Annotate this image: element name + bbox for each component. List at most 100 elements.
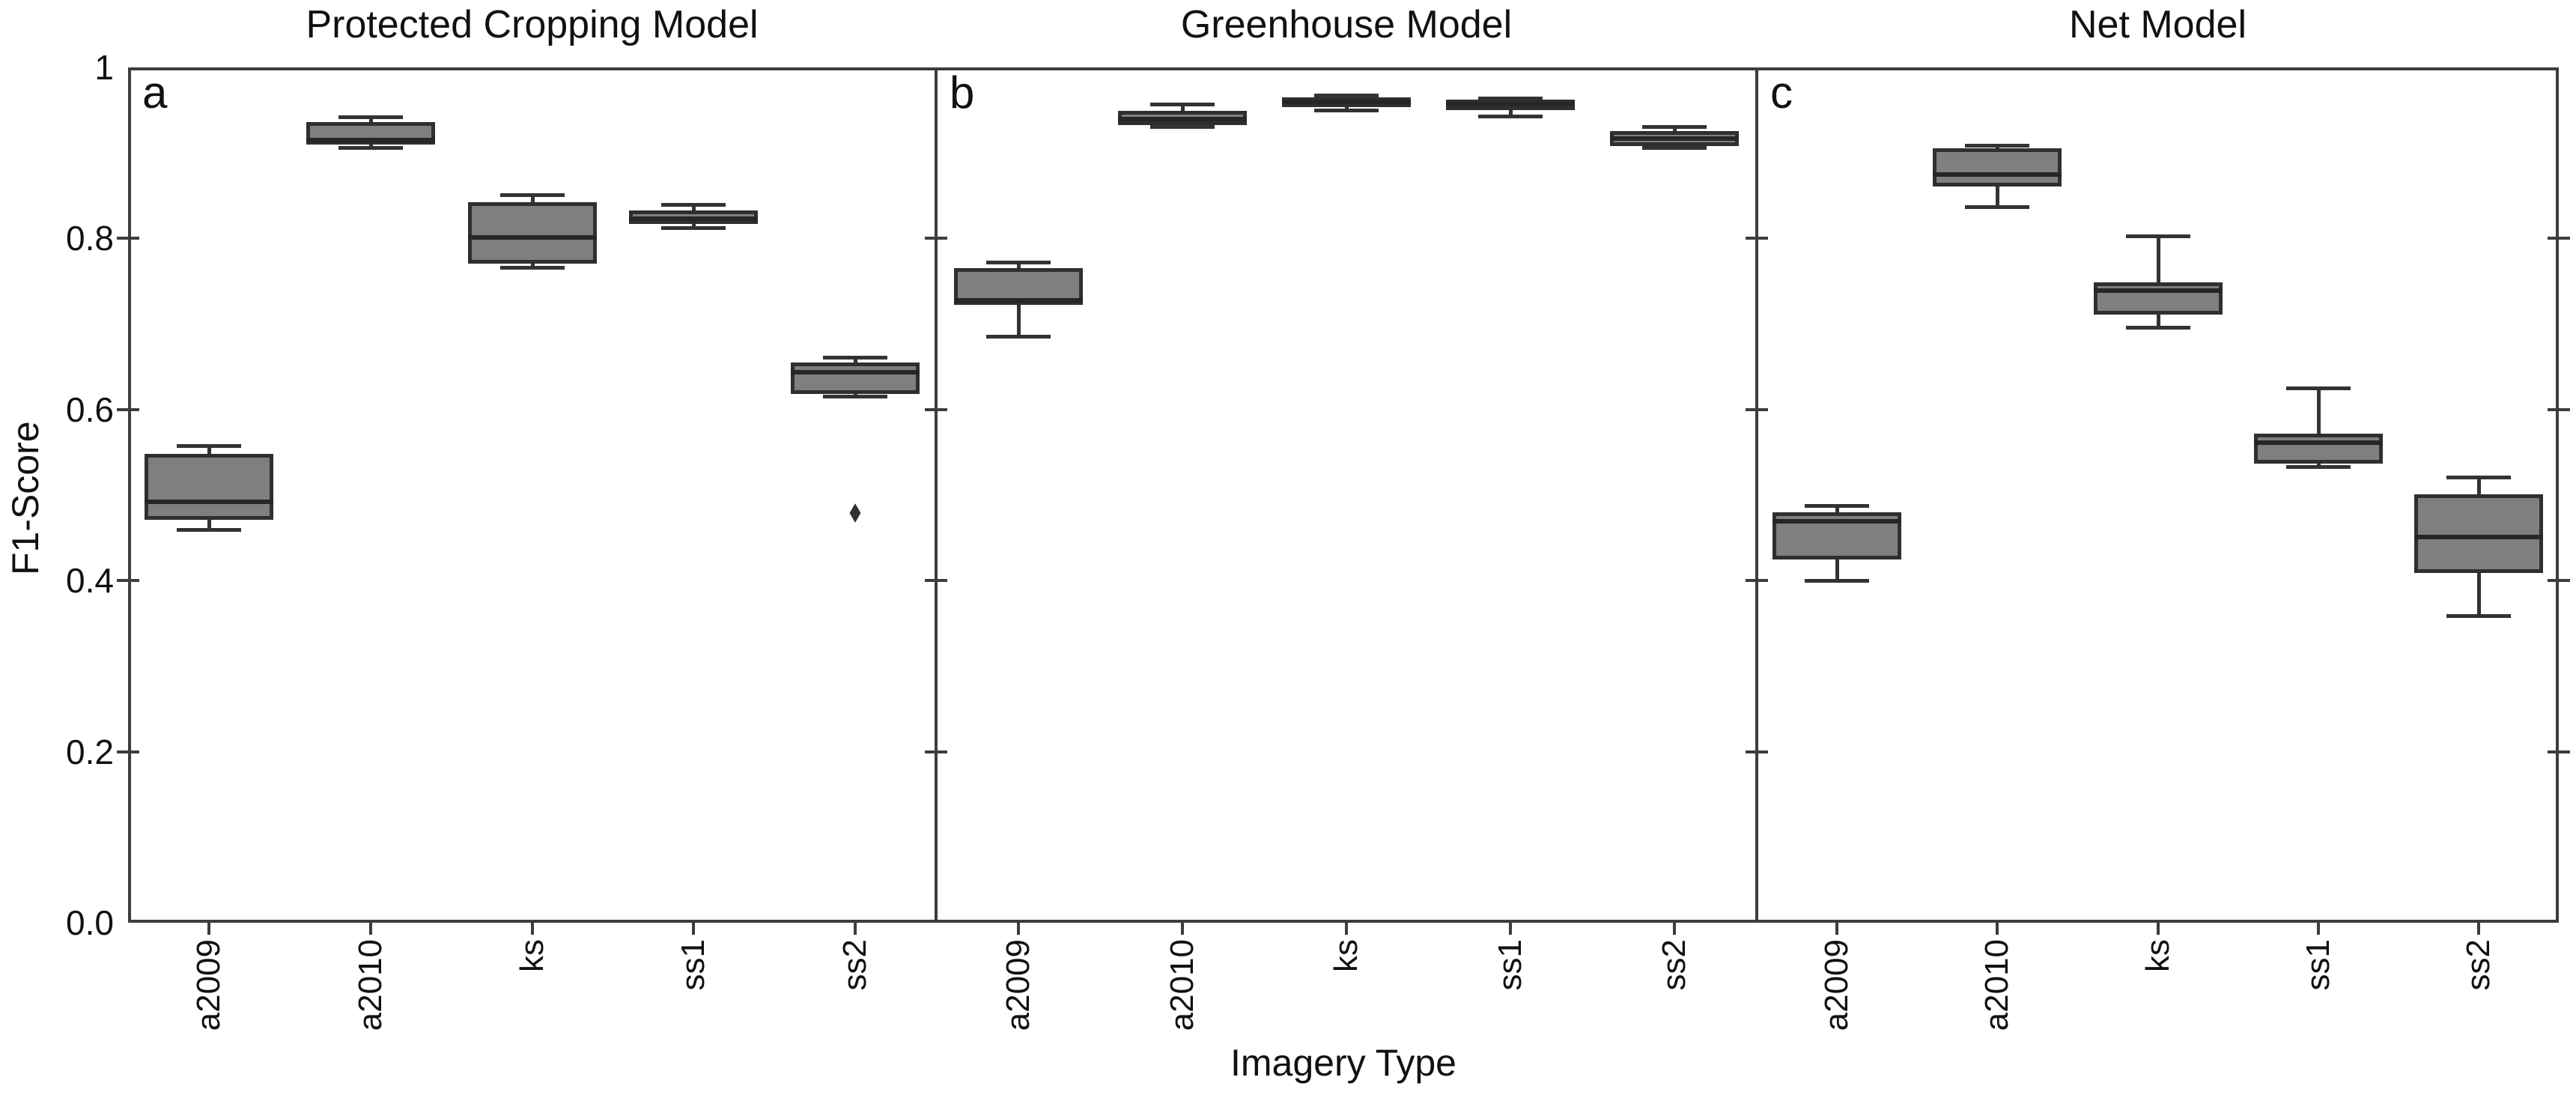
- x-tick-mark: [692, 923, 695, 935]
- lower-whisker: [1017, 305, 1021, 336]
- lower-whisker-cap: [177, 528, 241, 532]
- upper-whisker-cap: [661, 203, 726, 207]
- x-tick-mark: [207, 923, 210, 935]
- y-tick-mark: [2548, 750, 2570, 753]
- x-tick-mark: [1835, 923, 1838, 935]
- y-tick-mark: [1746, 750, 1768, 753]
- x-tick-mark: [1996, 923, 1999, 935]
- y-tick-label-0.8: 0.8: [66, 219, 114, 258]
- box-c-ks: [2094, 282, 2223, 315]
- y-tick-mark: [925, 579, 947, 582]
- y-tick-mark: [117, 408, 139, 411]
- y-tick-mark: [1746, 408, 1768, 411]
- x-tick-label-b-a2010: a2010: [1164, 939, 1200, 1031]
- median-line: [1118, 117, 1247, 121]
- box-c-ss1: [2254, 434, 2383, 464]
- upper-whisker: [2317, 388, 2321, 434]
- lower-whisker-cap: [823, 395, 887, 398]
- lower-whisker: [1996, 186, 1999, 207]
- box-a-ss2: [791, 363, 920, 394]
- lower-whisker: [531, 264, 535, 267]
- upper-whisker-cap: [177, 444, 241, 448]
- median-line: [2254, 440, 2383, 445]
- panel-title-greenhouse: Greenhouse Model: [1180, 3, 1513, 46]
- lower-whisker-cap: [1478, 115, 1543, 118]
- panel-divider-bc: [1755, 67, 1758, 923]
- lower-whisker-cap: [500, 266, 565, 270]
- upper-whisker-cap: [500, 193, 565, 197]
- x-tick-label-c-a2009: a2009: [1818, 939, 1855, 1031]
- y-tick-mark: [925, 408, 947, 411]
- y-axis-label: F1-Score: [4, 421, 46, 575]
- x-tick-label-a-ss1: ss1: [675, 939, 711, 991]
- panel-title-protected-cropping: Protected Cropping Model: [306, 3, 759, 46]
- panel-letter-c: c: [1770, 67, 1793, 118]
- upper-whisker-cap: [986, 261, 1051, 264]
- box-a-ks: [468, 202, 597, 264]
- lower-whisker-cap: [338, 146, 403, 150]
- y-tick-label-0.4: 0.4: [66, 561, 114, 600]
- upper-whisker: [531, 195, 535, 202]
- median-line: [145, 500, 273, 504]
- upper-whisker-cap: [1965, 144, 2029, 148]
- median-line: [954, 298, 1083, 303]
- x-tick-label-c-a2010: a2010: [1978, 939, 2015, 1031]
- y-tick-mark: [117, 579, 139, 582]
- upper-whisker-cap: [2126, 234, 2190, 238]
- upper-whisker: [369, 117, 373, 122]
- lower-whisker: [2477, 573, 2481, 616]
- x-tick-mark: [1017, 923, 1020, 935]
- panel-divider-ab: [935, 67, 938, 923]
- lower-whisker-cap: [661, 226, 726, 230]
- x-tick-mark: [1509, 923, 1512, 935]
- lower-whisker: [207, 520, 211, 530]
- y-tick-label-0.0: 0.0: [66, 903, 114, 942]
- lower-whisker-cap: [2286, 465, 2351, 469]
- x-tick-label-b-ss2: ss2: [1656, 939, 1692, 991]
- lower-whisker: [692, 224, 696, 228]
- median-line: [2414, 535, 2543, 539]
- plot-frame: [128, 67, 2559, 923]
- upper-whisker: [1017, 262, 1021, 268]
- x-tick-label-c-ks: ks: [2139, 939, 2176, 972]
- y-tick-mark: [2548, 237, 2570, 240]
- x-tick-label-a-ss2: ss2: [836, 939, 873, 991]
- median-line: [1933, 172, 2062, 177]
- y-tick-mark: [1746, 579, 1768, 582]
- lower-whisker-cap: [1314, 109, 1379, 112]
- upper-whisker-cap: [1805, 504, 1869, 508]
- x-tick-mark: [1181, 923, 1184, 935]
- upper-whisker: [2477, 477, 2481, 494]
- upper-whisker-cap: [2286, 386, 2351, 390]
- y-tick-mark: [117, 237, 139, 240]
- lower-whisker-cap: [2446, 614, 2511, 618]
- median-line: [1282, 100, 1411, 104]
- median-line: [791, 370, 920, 374]
- upper-whisker: [1181, 104, 1185, 111]
- lower-whisker: [2157, 315, 2160, 327]
- upper-whisker: [1835, 506, 1839, 512]
- upper-whisker: [1673, 127, 1677, 131]
- median-line: [2094, 288, 2223, 293]
- x-tick-mark: [369, 923, 372, 935]
- upper-whisker-cap: [2446, 476, 2511, 479]
- upper-whisker: [692, 204, 696, 210]
- x-tick-mark: [2317, 923, 2320, 935]
- upper-whisker-cap: [1314, 94, 1379, 97]
- box-c-a2010: [1933, 148, 2062, 186]
- x-tick-label-b-ks: ks: [1328, 939, 1364, 972]
- x-tick-label-a-a2010: a2010: [352, 939, 389, 1031]
- box-a-a2009: [145, 454, 273, 520]
- y-tick-label-0.2: 0.2: [66, 732, 114, 771]
- panel-letter-b: b: [950, 67, 975, 118]
- x-tick-label-a-a2009: a2009: [190, 939, 227, 1031]
- upper-whisker: [207, 446, 211, 454]
- median-line: [629, 216, 758, 221]
- x-tick-mark: [2157, 923, 2160, 935]
- panel-title-net: Net Model: [2069, 3, 2247, 46]
- upper-whisker-cap: [1150, 103, 1215, 106]
- upper-whisker: [854, 357, 857, 363]
- upper-whisker-cap: [338, 115, 403, 119]
- lower-whisker-cap: [1642, 146, 1707, 150]
